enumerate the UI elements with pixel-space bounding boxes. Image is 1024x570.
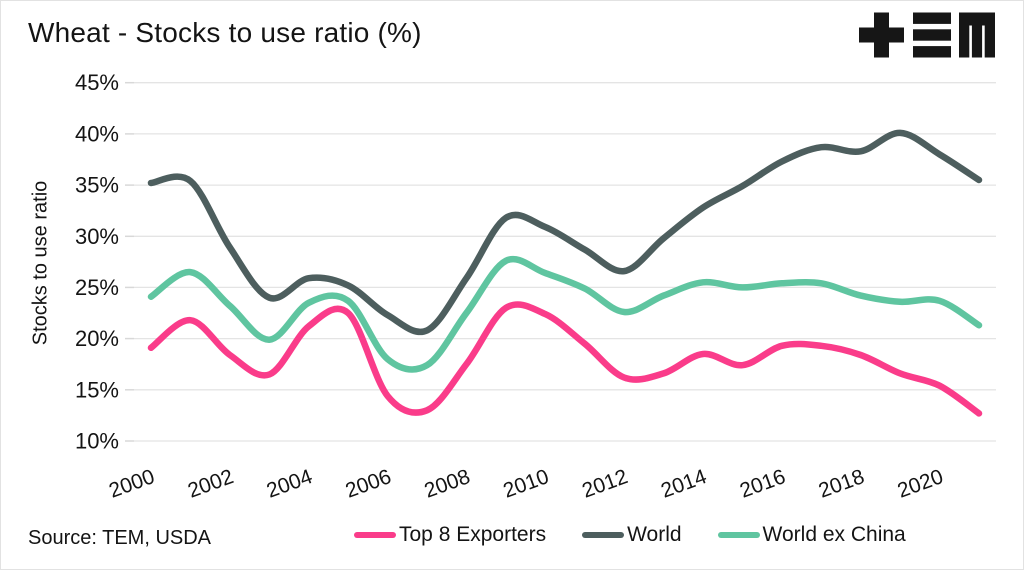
- legend-swatch-world: [582, 532, 625, 538]
- x-tick-label: 2010: [500, 465, 552, 503]
- tem-logo: [859, 11, 995, 59]
- x-tick-label: 2020: [895, 465, 947, 503]
- legend-label: World ex China: [762, 523, 906, 546]
- series-line-top-8-exporters: [147, 301, 983, 417]
- y-tick-label: 10%: [75, 429, 119, 454]
- y-tick-label: 25%: [75, 275, 119, 300]
- y-tick-label: 35%: [75, 173, 119, 198]
- y-tick-label: 30%: [75, 224, 119, 249]
- series-line-world: [147, 129, 983, 336]
- legend-swatch-top-8-exporters: [354, 532, 396, 538]
- chart-title: Wheat - Stocks to use ratio (%): [28, 17, 422, 48]
- source-note: Source: TEM, USDA: [28, 527, 212, 549]
- tem-logo-svg: [859, 12, 995, 58]
- y-tick-label: 15%: [75, 377, 119, 402]
- x-tick-label: 2000: [106, 465, 158, 503]
- plus-icon: [859, 12, 904, 58]
- y-tick-label: 45%: [75, 70, 119, 95]
- legend-item-world: World: [582, 523, 682, 547]
- x-tick-label: 2016: [737, 465, 789, 503]
- y-tick-label: 40%: [75, 121, 119, 146]
- legend-label: Top 8 Exporters: [399, 523, 547, 546]
- legend: Top 8 Exporters World World ex China: [354, 523, 906, 547]
- x-tick-label: 2012: [579, 465, 631, 503]
- legend-label: World: [627, 523, 682, 546]
- legend-swatch-world-ex-china: [717, 532, 760, 538]
- x-tick-label: 2008: [421, 465, 473, 503]
- x-tick-label: 2004: [264, 465, 316, 503]
- x-tick-label: 2002: [185, 465, 237, 503]
- x-tick-label: 2006: [343, 465, 395, 503]
- series-line-world-ex-china: [147, 255, 983, 373]
- bars-icon: [913, 12, 951, 58]
- legend-item-top-8-exporters: Top 8 Exporters: [354, 523, 546, 547]
- x-tick-label: 2018: [816, 465, 868, 503]
- x-tick-label: 2014: [658, 465, 710, 503]
- m-icon: [959, 12, 995, 58]
- legend-item-world-ex-china: World ex China: [717, 523, 906, 547]
- y-tick-label: 20%: [75, 326, 119, 351]
